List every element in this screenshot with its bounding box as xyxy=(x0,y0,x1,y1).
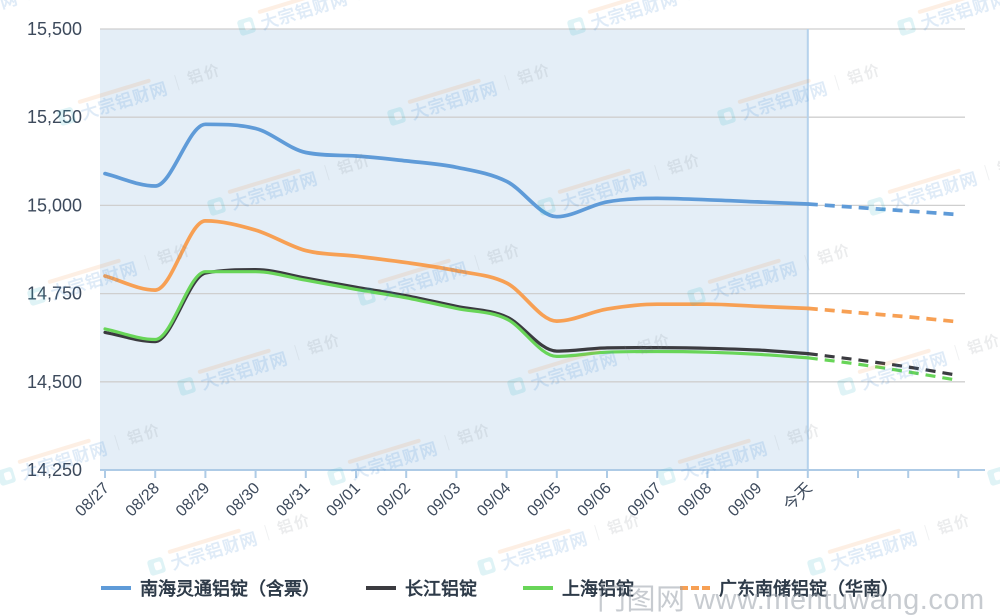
x-axis-tick-label: 08/28 xyxy=(123,480,163,520)
x-axis-tick-label: 08/30 xyxy=(223,480,263,520)
x-axis-tick-label: 09/08 xyxy=(675,480,715,520)
series-line-forecast-dashed-0 xyxy=(807,202,959,217)
y-axis-tick-label: 14,750 xyxy=(27,284,82,304)
series-line-solid-2 xyxy=(103,270,810,360)
legend-line-marker-orange-dashed-icon xyxy=(680,586,710,590)
legend-item-nanhai-lingtong[interactable]: 南海灵通铝锭（含票） xyxy=(101,575,320,601)
x-axis-tick-label: 08/29 xyxy=(173,480,213,520)
y-axis-tick-label: 15,500 xyxy=(27,19,82,39)
x-axis-tick-label: 09/05 xyxy=(524,480,564,520)
x-axis-tick-label: 09/03 xyxy=(424,480,464,520)
legend-line-marker-blue-icon xyxy=(101,586,131,590)
legend-label: 上海铝锭 xyxy=(562,579,634,599)
x-axis-tick-label: 09/06 xyxy=(574,480,614,520)
price-trend-chart: 15,50015,25015,00014,75014,50014,25008/2… xyxy=(27,19,985,520)
x-axis-tick-label: 09/02 xyxy=(374,480,414,520)
y-axis-tick-label: 15,250 xyxy=(27,107,82,127)
y-axis-tick-label: 15,000 xyxy=(27,195,82,215)
legend-label: 长江铝锭 xyxy=(405,579,477,599)
x-axis-tick-label: 09/07 xyxy=(625,480,665,520)
x-axis-tick-label: 09/01 xyxy=(323,480,363,520)
legend-label: 南海灵通铝锭（含票） xyxy=(140,579,320,599)
history-shaded-band xyxy=(100,29,809,470)
series-line-forecast-dashed-3 xyxy=(807,306,959,324)
legend-label: 广东南储铝锭（华南） xyxy=(719,579,899,599)
x-axis-tick-label: 09/09 xyxy=(725,480,765,520)
photo-site-url: www.mentuwang.com xyxy=(694,584,985,615)
legend-item-changjiang[interactable]: 长江铝锭 xyxy=(366,575,477,601)
x-axis-tick-label: 09/04 xyxy=(474,480,514,520)
y-axis-tick-label: 14,500 xyxy=(27,372,82,392)
legend-line-marker-black-icon xyxy=(366,586,396,590)
y-axis-tick-label: 14,250 xyxy=(27,460,82,480)
x-axis-tick-label: 08/27 xyxy=(72,480,112,520)
series-line-solid-0 xyxy=(103,122,810,219)
legend-item-guangdong-nanchu[interactable]: 广东南储铝锭（华南） xyxy=(680,575,899,601)
series-line-solid-3 xyxy=(103,219,810,323)
legend-line-marker-green-icon xyxy=(523,586,553,590)
legend-item-shanghai[interactable]: 上海铝锭 xyxy=(523,575,634,601)
x-axis-tick-label: 08/31 xyxy=(273,480,313,520)
series-line-forecast-dashed-1 xyxy=(807,352,959,377)
chart-legend: 南海灵通铝锭（含票） 长江铝锭 上海铝锭 广东南储铝锭（华南） xyxy=(0,575,1000,601)
series-line-forecast-dashed-2 xyxy=(807,356,959,382)
x-axis-tick-label: 今天 xyxy=(780,479,815,514)
photo-site-name: 门图网 xyxy=(597,584,686,615)
photo-site-watermark: 门图网 www.mentuwang.com xyxy=(597,576,985,615)
